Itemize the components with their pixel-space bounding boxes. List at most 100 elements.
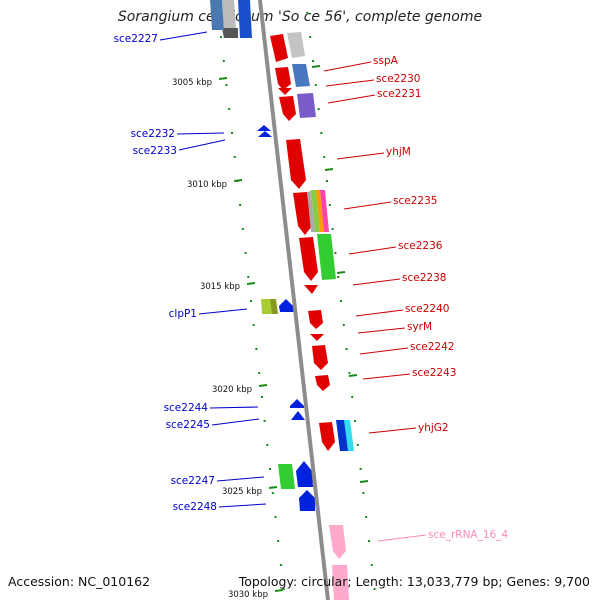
label-syrM[interactable]: syrM	[357, 321, 432, 334]
label-sce2230-text[interactable]: sce2230	[376, 73, 420, 85]
gene-clpP1-b[interactable]	[270, 299, 278, 314]
label-sce2232[interactable]: sce2232	[131, 128, 225, 140]
gene-sce2227-b[interactable]	[238, 0, 252, 38]
gene-sce2247[interactable]	[278, 464, 295, 489]
tick-3010: 3010 kbp	[187, 179, 243, 190]
label-sce2240-text[interactable]: sce2240	[405, 303, 449, 315]
gene-sce2245[interactable]	[291, 411, 305, 420]
gene-sce2233[interactable]	[258, 131, 272, 137]
gene-sce2230-arrow[interactable]	[278, 88, 292, 95]
label-sce2232-text[interactable]: sce2232	[131, 128, 175, 140]
label-clpP1-text[interactable]: clpP1	[169, 308, 197, 320]
gene-rRNA-bottom[interactable]	[332, 565, 349, 600]
label-sspA-text[interactable]: sspA	[373, 55, 399, 67]
label-sce2227-text[interactable]: sce2227	[114, 33, 158, 45]
gene-sce2236[interactable]	[299, 237, 318, 281]
label-sce2236-text[interactable]: sce2236	[398, 240, 443, 252]
label-sce2231[interactable]: sce2231	[327, 88, 421, 104]
guide-dot	[255, 348, 258, 350]
gene-sce2248[interactable]	[299, 490, 315, 511]
label-yhjG2-text[interactable]: yhjG2	[418, 422, 449, 434]
gene-sspA[interactable]	[270, 34, 288, 62]
label-sce2240[interactable]: sce2240	[355, 303, 449, 317]
gene-sce2231[interactable]	[279, 96, 296, 121]
gene-sce2230[interactable]	[275, 67, 291, 90]
gene-sce2230-blue[interactable]	[292, 64, 310, 87]
gene-sce2235-multi2[interactable]	[316, 190, 324, 232]
label-syrM-text[interactable]: syrM	[407, 321, 432, 333]
label-yhjM-text[interactable]: yhjM	[386, 146, 411, 158]
label-sce-rRNA-16-4-text[interactable]: sce_rRNA_16_4	[428, 529, 508, 541]
guide-dot	[247, 276, 250, 278]
label-sspA[interactable]: sspA	[323, 55, 399, 72]
label-sce2244-text[interactable]: sce2244	[164, 402, 209, 414]
label-sce2247-text[interactable]: sce2247	[171, 475, 215, 487]
guide-dot	[263, 420, 266, 422]
guide-dot	[231, 132, 233, 134]
gene-sce2247-arrow[interactable]	[296, 461, 313, 487]
label-sce2244[interactable]: sce2244	[164, 402, 259, 414]
gene-yhjG2[interactable]	[319, 422, 335, 451]
label-sce2245-text[interactable]: sce2245	[166, 419, 210, 431]
guide-dot	[312, 60, 314, 62]
gene-sce2235-multi1[interactable]	[311, 190, 320, 232]
label-sce2248[interactable]: sce2248	[173, 501, 267, 513]
label-sce2245[interactable]: sce2245	[166, 418, 260, 431]
guide-dot	[239, 204, 242, 206]
label-sce2238-text[interactable]: sce2238	[402, 272, 446, 284]
guide-dot	[365, 516, 368, 518]
tick-label-3020: 3020 kbp	[212, 385, 252, 395]
gene-sce2244[interactable]	[290, 399, 304, 408]
guide-dot	[306, 12, 309, 14]
gene-sce2240[interactable]	[308, 310, 323, 329]
label-yhjM[interactable]: yhjM	[336, 146, 411, 160]
label-sce2243[interactable]: sce2243	[362, 367, 456, 380]
gene-sce2231-purple[interactable]	[297, 93, 316, 118]
gene-yhjM[interactable]	[286, 139, 306, 189]
gene-sce2236-green[interactable]	[317, 234, 336, 280]
gene-sce2232[interactable]	[257, 125, 271, 131]
tick-3030: 3030 kbp	[228, 589, 284, 600]
guide-dot	[271, 492, 274, 494]
label-sce2242[interactable]: sce2242	[359, 341, 454, 355]
guide-dot	[266, 444, 269, 446]
gene-sspA-grey[interactable]	[287, 32, 305, 58]
label-sce2235-text[interactable]: sce2235	[393, 195, 437, 207]
gene-clpP1-arrow[interactable]	[279, 299, 294, 312]
label-sce2248-text[interactable]: sce2248	[173, 501, 217, 513]
guide-dot	[222, 60, 225, 62]
guide-dot	[317, 108, 320, 110]
label-yhjG2[interactable]: yhjG2	[368, 422, 449, 434]
gene-sce2243[interactable]	[315, 375, 330, 391]
gene-sce2235-multi3[interactable]	[320, 190, 329, 232]
gene-top-blue[interactable]	[210, 0, 224, 30]
gene-syrM[interactable]	[310, 334, 324, 341]
guide-dot	[220, 36, 223, 38]
guide-dot	[277, 540, 280, 542]
guide-dot	[370, 564, 373, 566]
gene-sce2242[interactable]	[312, 345, 328, 370]
label-clpP1[interactable]: clpP1	[169, 308, 248, 320]
gene-yhjG2-cyan[interactable]	[344, 420, 354, 451]
tick-3005: 3005 kbp	[172, 77, 228, 88]
label-sce2242-text[interactable]: sce2242	[410, 341, 454, 353]
gene-sce2235-multi4[interactable]	[307, 191, 315, 232]
gene-sce-rRNA-16-4[interactable]	[329, 525, 346, 559]
gene-sce2238[interactable]	[304, 285, 318, 294]
label-sce-rRNA-16-4[interactable]: sce_rRNA_16_4	[377, 529, 508, 542]
label-sce2235[interactable]: sce2235	[343, 195, 437, 210]
label-sce2236[interactable]: sce2236	[348, 240, 443, 255]
label-sce2231-text[interactable]: sce2231	[377, 88, 421, 100]
label-sce2233[interactable]: sce2233	[133, 139, 226, 157]
gene-sce2227-segment[interactable]	[222, 28, 238, 38]
label-sce2230[interactable]: sce2230	[325, 73, 420, 87]
label-sce2247[interactable]: sce2247	[171, 475, 265, 487]
guide-dot	[328, 204, 331, 206]
label-sce2227[interactable]: sce2227	[114, 31, 208, 45]
label-sce2243-text[interactable]: sce2243	[412, 367, 456, 379]
gene-sce2235[interactable]	[293, 192, 312, 235]
gene-top-grey[interactable]	[222, 0, 236, 28]
label-sce2233-text[interactable]: sce2233	[133, 145, 177, 157]
label-sce2238[interactable]: sce2238	[352, 272, 446, 286]
